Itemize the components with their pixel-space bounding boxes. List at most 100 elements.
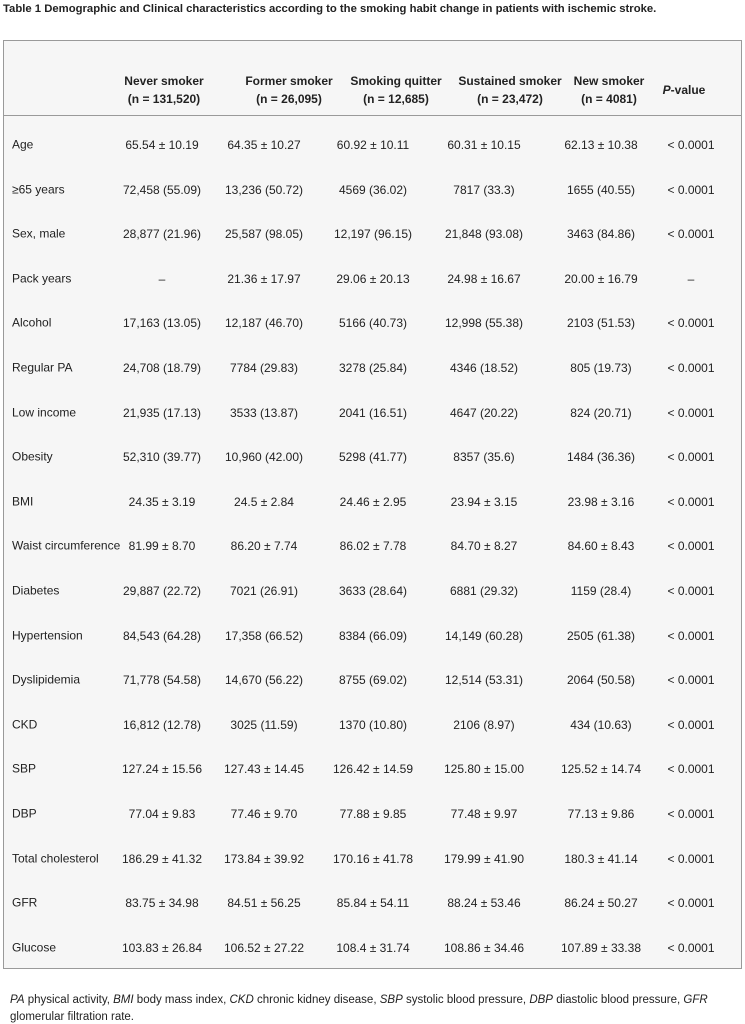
cell: 2103 (51.53) (566, 316, 636, 331)
cell: 3533 (13.87) (229, 405, 299, 420)
footnote: PA physical activity, BMI body mass inde… (10, 992, 735, 1024)
cell: 84,543 (64.28) (122, 628, 202, 643)
cell: < 0.0001 (667, 717, 715, 732)
cell: 10,960 (42.00) (224, 450, 304, 465)
row-label: Age (12, 137, 34, 152)
cell: 4346 (18.52) (449, 361, 519, 375)
abbreviation: SBP (379, 994, 403, 1006)
row-label: Regular PA (12, 360, 73, 375)
row-label: DBP (12, 806, 37, 821)
definition: diastolic blood pressure, (556, 994, 681, 1006)
cell: < 0.0001 (667, 494, 715, 509)
cell: 125.80 ± 15.00 (444, 762, 524, 777)
cell: 434 (10.63) (570, 717, 632, 732)
cell: 16,812 (12.78) (122, 717, 202, 732)
cell: 107.89 ± 33.38 (561, 940, 641, 955)
cell: 88.24 ± 53.46 (447, 896, 521, 911)
cell: 1484 (36.36) (566, 450, 636, 465)
abbreviation: CKD (229, 994, 254, 1006)
cell: 2106 (8.97) (453, 717, 515, 732)
definition: glomerular filtration rate. (10, 1011, 134, 1023)
cell: 62.13 ± 10.38 (564, 138, 638, 152)
cell: 127.24 ± 15.56 (122, 762, 202, 777)
cell: 106.52 ± 27.22 (224, 940, 304, 955)
row-label: Total cholesterol (12, 851, 99, 866)
definition: chronic kidney disease, (256, 994, 377, 1006)
cell: 86.02 ± 7.78 (339, 539, 407, 554)
cell: < 0.0001 (667, 940, 715, 955)
row-label: Pack years (12, 271, 72, 286)
cell: 173.84 ± 39.92 (224, 851, 304, 866)
row-label: Obesity (12, 449, 53, 464)
header-line: Former smoker (245, 74, 333, 88)
header-line: (n = 12,685) (363, 92, 429, 106)
header-text: -value (670, 83, 706, 97)
cell: 1370 (10.80) (338, 717, 408, 732)
cell: 108.86 ± 34.46 (444, 940, 524, 955)
cell: 3278 (25.84) (338, 361, 408, 375)
cell: < 0.0001 (667, 316, 715, 331)
cell: 13,236 (50.72) (224, 182, 304, 197)
cell: 126.42 ± 14.59 (333, 762, 413, 777)
cell: 21.36 ± 17.97 (227, 271, 301, 286)
cell: < 0.0001 (667, 851, 715, 866)
cell: 52,310 (39.77) (122, 450, 202, 465)
cell: 179.99 ± 41.90 (444, 851, 524, 866)
cell: 12,514 (53.31) (444, 673, 524, 688)
cell: 17,358 (66.52) (224, 628, 304, 643)
cell: 60.31 ± 10.15 (447, 138, 521, 152)
abbreviation: BMI (113, 994, 134, 1006)
column-header: Sustained smoker (n = 23,472) (458, 72, 561, 108)
cell: – (158, 271, 166, 286)
cell: 8755 (69.02) (338, 673, 408, 688)
row-label: Diabetes (12, 583, 60, 598)
cell: 4569 (36.02) (338, 182, 408, 197)
cell: 127.43 ± 14.45 (224, 762, 304, 777)
cell: 5166 (40.73) (338, 316, 408, 331)
cell: < 0.0001 (667, 628, 715, 643)
cell: – (687, 271, 695, 286)
cell: < 0.0001 (667, 896, 715, 911)
header-line: (n = 23,472) (477, 92, 543, 106)
row-label: Sex, male (12, 226, 66, 241)
cell: 84.60 ± 8.43 (567, 539, 635, 554)
cell: 77.88 ± 9.85 (339, 807, 407, 821)
row-label: Low income (12, 405, 77, 420)
cell: 60.92 ± 10.11 (336, 138, 410, 152)
cell: 81.99 ± 8.70 (128, 539, 196, 554)
cell: 108.4 ± 31.74 (336, 940, 410, 955)
cell: 7021 (26.91) (229, 584, 299, 598)
cell: < 0.0001 (667, 539, 715, 554)
cell: < 0.0001 (667, 138, 715, 152)
cell: 3025 (11.59) (230, 717, 298, 732)
cell: < 0.0001 (667, 762, 715, 777)
cell: < 0.0001 (667, 807, 715, 821)
header-line: (n = 26,095) (256, 92, 322, 106)
header-line: Sustained smoker (458, 74, 562, 88)
cell: 21,848 (93.08) (444, 227, 524, 242)
cell: 6881 (29.32) (449, 584, 519, 598)
cell: 21,935 (17.13) (122, 405, 202, 420)
definition: systolic blood pressure, (405, 994, 527, 1006)
row-label: GFR (12, 895, 38, 910)
cell: < 0.0001 (667, 405, 715, 420)
abbreviation: PA (10, 994, 25, 1006)
cell: < 0.0001 (667, 361, 715, 375)
cell: 77.46 ± 9.70 (230, 807, 298, 821)
cell: 77.48 ± 9.97 (450, 807, 518, 821)
cell: < 0.0001 (667, 450, 715, 465)
cell: 186.29 ± 41.32 (122, 851, 202, 866)
cell: 12,187 (46.70) (224, 316, 304, 331)
row-label: Dyslipidemia (12, 672, 81, 687)
row-label: BMI (12, 494, 34, 509)
column-header: New smoker (n = 4081) (574, 72, 645, 108)
cell: 83.75 ± 34.98 (125, 896, 199, 911)
cell: 64.35 ± 10.27 (227, 138, 301, 152)
cell: 824 (20.71) (570, 405, 632, 420)
cell: 1655 (40.55) (566, 182, 636, 197)
cell: 72,458 (55.09) (122, 182, 202, 197)
cell: 29,887 (22.72) (122, 584, 202, 598)
abbreviation: DBP (529, 994, 553, 1006)
header-line: (n = 131,520) (127, 92, 201, 106)
